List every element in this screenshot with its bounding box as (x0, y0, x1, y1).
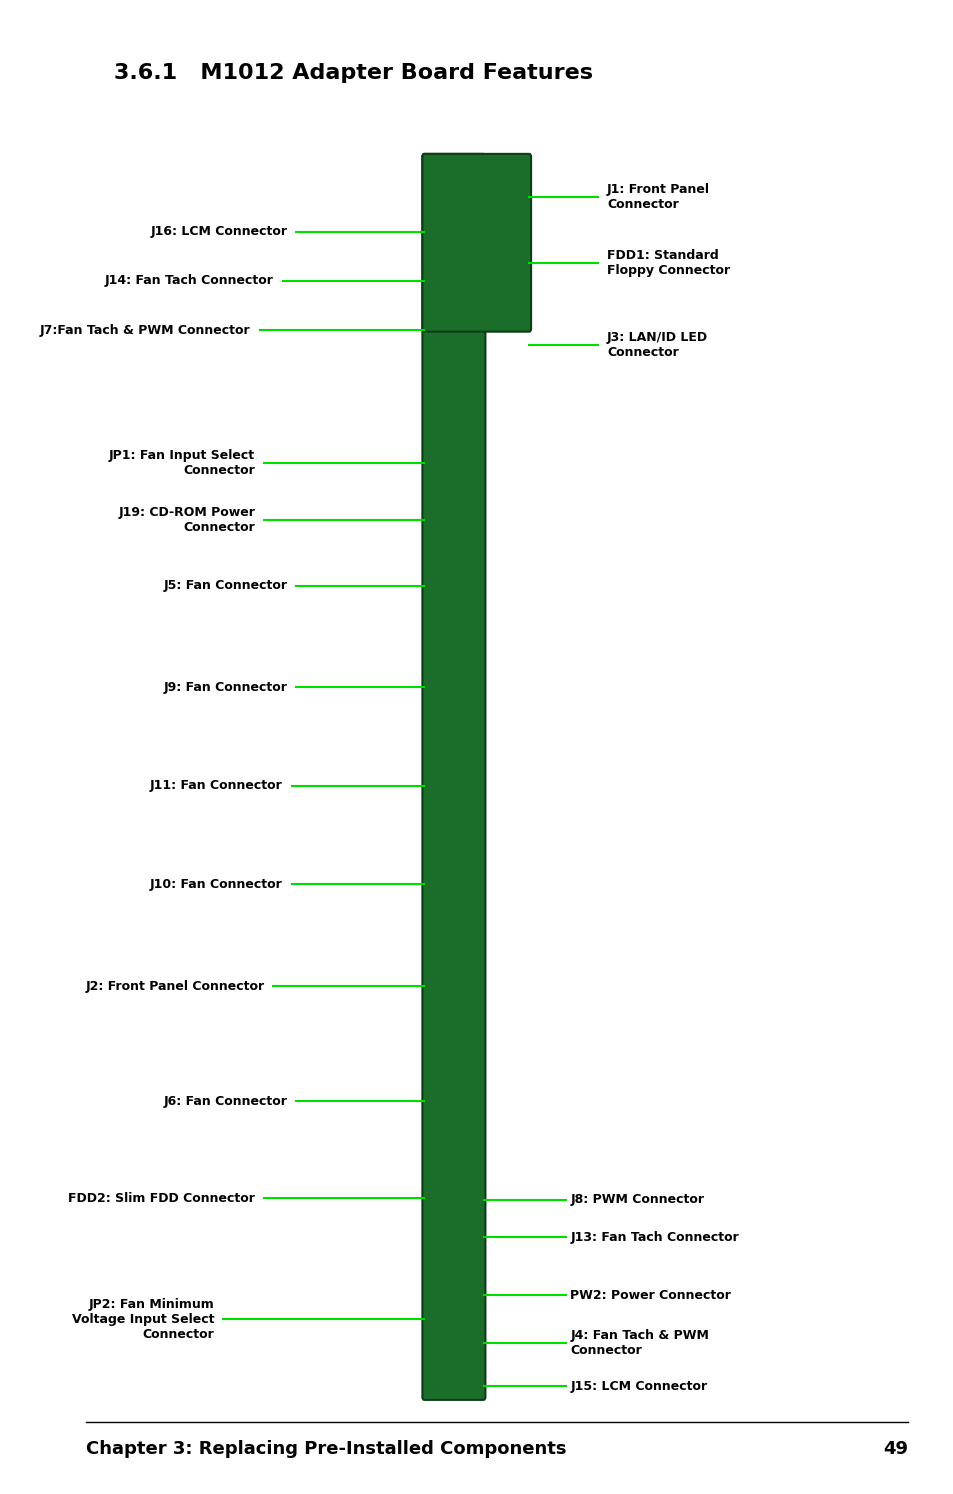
Text: J11: Fan Connector: J11: Fan Connector (150, 780, 282, 792)
Text: PW2: Power Connector: PW2: Power Connector (570, 1289, 730, 1301)
Text: FDD1: Standard
Floppy Connector: FDD1: Standard Floppy Connector (606, 249, 729, 276)
Text: J19: CD-ROM Power
Connector: J19: CD-ROM Power Connector (118, 506, 255, 533)
FancyBboxPatch shape (422, 154, 531, 332)
Text: J4: Fan Tach & PWM
Connector: J4: Fan Tach & PWM Connector (570, 1330, 708, 1357)
Text: J13: Fan Tach Connector: J13: Fan Tach Connector (570, 1231, 739, 1243)
Text: J5: Fan Connector: J5: Fan Connector (163, 580, 287, 592)
Text: JP1: Fan Input Select
Connector: JP1: Fan Input Select Connector (109, 450, 255, 477)
Text: 3.6.1   M1012 Adapter Board Features: 3.6.1 M1012 Adapter Board Features (113, 63, 592, 82)
FancyBboxPatch shape (422, 154, 485, 1400)
Text: J10: Fan Connector: J10: Fan Connector (150, 878, 282, 890)
Text: J15: LCM Connector: J15: LCM Connector (570, 1380, 707, 1392)
Text: 49: 49 (882, 1440, 907, 1458)
Text: J7:Fan Tach & PWM Connector: J7:Fan Tach & PWM Connector (40, 324, 251, 336)
Text: J14: Fan Tach Connector: J14: Fan Tach Connector (105, 275, 274, 287)
Text: Chapter 3: Replacing Pre-Installed Components: Chapter 3: Replacing Pre-Installed Compo… (86, 1440, 566, 1458)
Text: J1: Front Panel
Connector: J1: Front Panel Connector (606, 184, 709, 211)
Text: JP2: Fan Minimum
Voltage Input Select
Connector: JP2: Fan Minimum Voltage Input Select Co… (71, 1298, 213, 1340)
Text: J3: LAN/ID LED
Connector: J3: LAN/ID LED Connector (606, 332, 707, 359)
Text: FDD2: Slim FDD Connector: FDD2: Slim FDD Connector (69, 1192, 255, 1204)
Text: J6: Fan Connector: J6: Fan Connector (163, 1095, 287, 1107)
Text: J8: PWM Connector: J8: PWM Connector (570, 1194, 703, 1206)
Text: J16: LCM Connector: J16: LCM Connector (150, 226, 287, 238)
Text: J2: Front Panel Connector: J2: Front Panel Connector (85, 980, 264, 992)
Text: J9: Fan Connector: J9: Fan Connector (163, 681, 287, 693)
